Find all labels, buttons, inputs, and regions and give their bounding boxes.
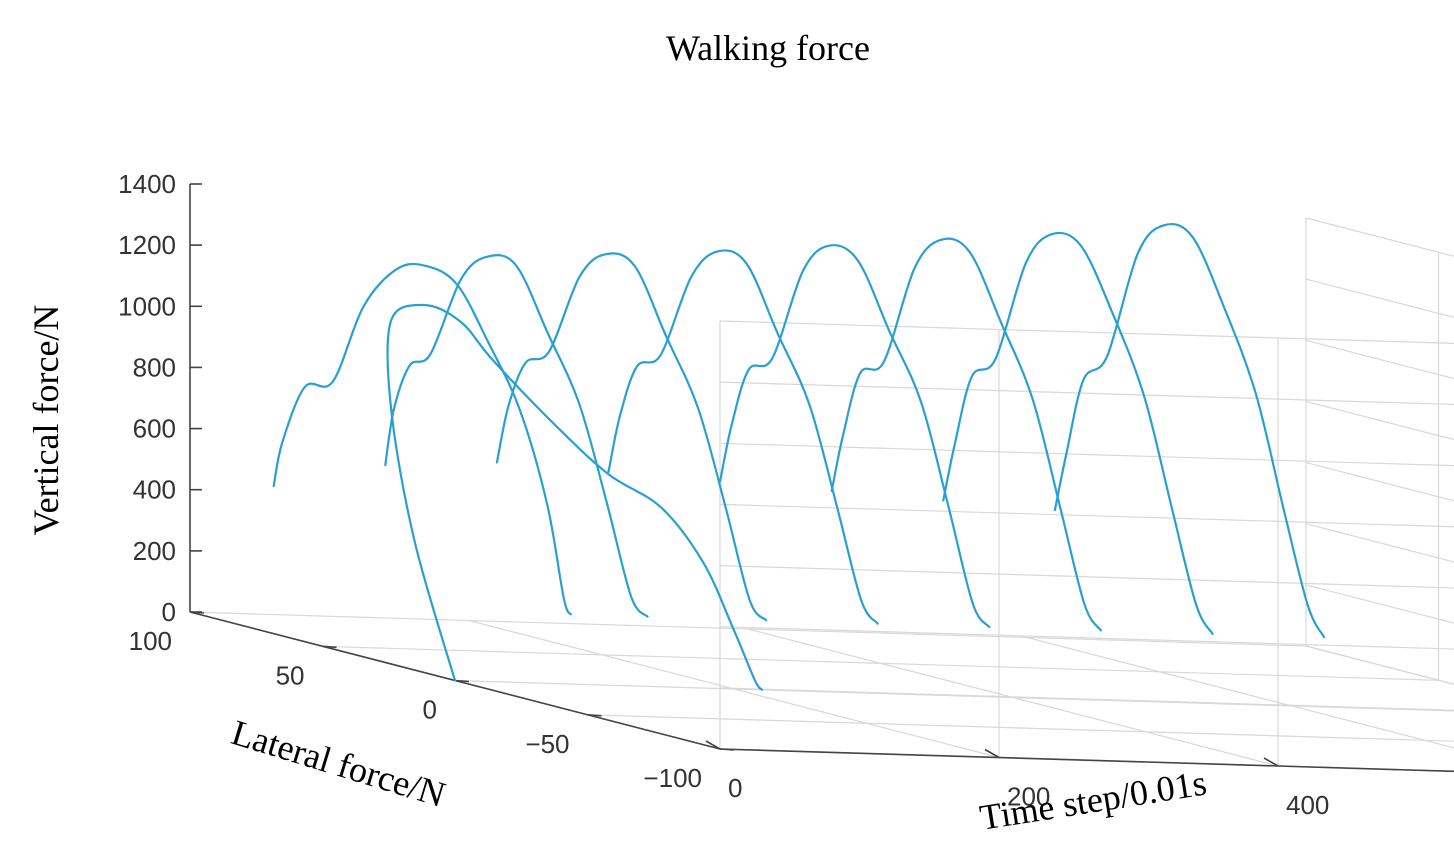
grid-line (1305, 462, 1454, 502)
series-line-5 (607, 249, 879, 625)
series-line-7 (830, 237, 1102, 632)
series-line-6 (719, 244, 991, 629)
grid-line (719, 565, 1454, 589)
series-line-1 (386, 303, 763, 691)
z-tick-label: 800 (133, 352, 176, 382)
x-tick-label: 400 (1286, 790, 1329, 820)
series-line-9 (1053, 222, 1326, 639)
series-line-4 (495, 252, 768, 622)
y-tick-mark (322, 645, 337, 649)
x-axis-label: Time step/0.01s (977, 763, 1209, 838)
grid-line (719, 626, 1454, 650)
y-tick-label: −100 (643, 763, 702, 793)
grid-line (719, 442, 1454, 467)
grid-line (1305, 645, 1454, 685)
grid-line (719, 381, 1454, 406)
z-tick-label: 400 (133, 475, 176, 505)
x-tick-mark (1263, 757, 1279, 767)
y-tick-mark (454, 679, 470, 683)
series-line-3 (384, 254, 649, 618)
z-tick-label: 1200 (118, 230, 176, 260)
grid-line (719, 687, 1454, 711)
z-tick-label: 1000 (118, 291, 176, 321)
x-axis-line (719, 748, 1454, 773)
series-line-2 (272, 262, 572, 616)
grid-line (1026, 636, 1454, 749)
grid-line (719, 503, 1454, 528)
grid-line (1305, 523, 1454, 563)
x-tick-mark (705, 740, 721, 750)
z-tick-label: 0 (162, 597, 176, 627)
grid-line (719, 748, 1454, 772)
y-tick-mark (189, 611, 205, 614)
z-tick-label: 200 (133, 536, 176, 566)
x-tick-label: 200 (1007, 782, 1050, 812)
grid-line (1305, 645, 1454, 685)
tick-labels: 0 200 400 600 800 1000 1200 1400 100 50 0 −50 −100 0 2… (118, 169, 1329, 820)
z-tick-label: 600 (133, 414, 176, 444)
grid-line (189, 611, 1307, 647)
x-tick-label: 0 (728, 773, 742, 803)
y-tick-mark (719, 748, 735, 751)
grid-line (1305, 400, 1454, 441)
series-line-8 (942, 231, 1214, 635)
grid-layer (189, 217, 1454, 772)
chart-title: Walking force (666, 28, 870, 68)
y-axis-label: Lateral force/N (227, 712, 450, 815)
grid-line (1305, 217, 1454, 257)
grid-line (454, 679, 1454, 712)
grid-line (719, 748, 1454, 772)
y-tick-label: 50 (276, 660, 305, 690)
y-tick-label: 100 (129, 626, 172, 656)
z-tick-label: 1400 (118, 169, 176, 199)
y-tick-mark (587, 714, 602, 717)
y-tick-label: −50 (525, 729, 569, 759)
axes-layer (189, 183, 1454, 773)
series-layer (272, 222, 1326, 691)
grid-line (1305, 584, 1454, 624)
grid-line (1305, 339, 1454, 380)
grid-line (719, 320, 1454, 344)
y-tick-label: 0 (423, 695, 437, 725)
grid-line (1305, 278, 1454, 318)
x-tick-mark (984, 748, 1000, 759)
z-axis-label: Vertical force/N (26, 305, 66, 536)
grid-line (322, 645, 1439, 681)
grid-line (587, 714, 1454, 742)
